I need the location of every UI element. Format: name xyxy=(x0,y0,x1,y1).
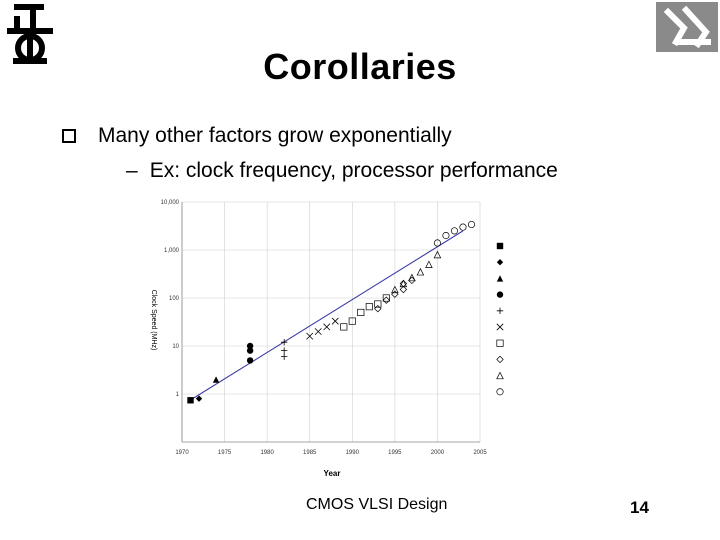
data-point xyxy=(382,294,390,302)
data-point xyxy=(374,300,382,308)
data-point xyxy=(246,347,254,354)
data-point xyxy=(416,267,425,276)
sub-bullet-dash: – xyxy=(126,159,138,182)
chart-ticks: 1970 1975 1980 1985 1990 1995 2000 2005 1 10 100 1,… xyxy=(161,200,488,456)
data-point xyxy=(408,273,416,282)
data-point xyxy=(187,397,194,404)
x-tick-label: 2005 xyxy=(473,450,487,456)
x-tick-label: 1970 xyxy=(175,450,189,456)
trend-line-group xyxy=(190,230,464,401)
data-point xyxy=(399,279,408,288)
data-point xyxy=(467,220,476,229)
sub-bullet-text: Ex: clock frequency, processor performan… xyxy=(149,159,558,182)
data-point xyxy=(280,347,288,354)
data-point xyxy=(348,317,356,325)
trend-line xyxy=(190,230,464,401)
slide-title: Corollaries xyxy=(263,46,457,87)
data-point xyxy=(340,323,348,331)
legend-marker xyxy=(496,259,504,266)
data-point xyxy=(391,285,399,294)
data-point xyxy=(246,357,254,364)
page-number: 14 xyxy=(630,498,649,517)
x-tick-label: 1975 xyxy=(218,450,232,456)
x-tick-label: 1980 xyxy=(260,450,274,456)
data-point xyxy=(195,395,203,402)
legend-marker xyxy=(496,388,504,396)
data-point xyxy=(433,250,442,259)
bullet-item: Many other factors grow exponentially xyxy=(62,124,452,148)
sub-bullet-item: – Ex: clock frequency, processor performa… xyxy=(126,159,558,183)
y-tick-label: 10,000 xyxy=(161,200,180,206)
data-point xyxy=(280,338,288,346)
data-point xyxy=(280,353,288,360)
data-point xyxy=(433,239,441,247)
data-point xyxy=(246,342,254,350)
legend-marker xyxy=(496,371,504,380)
data-point xyxy=(382,296,391,304)
legend-marker xyxy=(496,291,504,298)
data-point xyxy=(331,317,339,325)
x-tick-label: 1995 xyxy=(388,450,402,456)
legend-marker xyxy=(496,242,504,250)
legend-marker xyxy=(496,355,504,364)
data-point xyxy=(399,285,408,294)
data-point xyxy=(212,376,220,383)
data-point xyxy=(357,308,365,316)
data-point xyxy=(314,328,322,336)
y-tick-label: 100 xyxy=(169,296,180,302)
checkbox-bullet-icon xyxy=(62,129,76,143)
x-tick-label: 1990 xyxy=(346,450,360,456)
y-tick-label: 1 xyxy=(176,392,180,398)
data-point xyxy=(365,303,373,311)
technion-logo-icon xyxy=(7,4,53,64)
bullet-text: Many other factors grow exponentially xyxy=(98,124,452,147)
data-point xyxy=(391,290,399,298)
data-point xyxy=(399,279,408,288)
legend-marker xyxy=(496,307,504,314)
data-point xyxy=(323,323,331,331)
x-axis-label: Year xyxy=(324,469,341,478)
data-points-group xyxy=(187,220,476,404)
data-point xyxy=(450,227,459,235)
department-logo-icon xyxy=(656,2,718,52)
legend-marker xyxy=(496,275,504,282)
x-tick-label: 2000 xyxy=(431,450,445,456)
data-point xyxy=(306,332,314,340)
legend-marker xyxy=(496,339,504,347)
chart-legend: 400480088080808680286Intel386Intel486Pen… xyxy=(496,242,504,396)
chart-axes xyxy=(181,202,480,443)
data-point xyxy=(425,260,433,268)
footer-text: CMOS VLSI Design xyxy=(306,496,448,513)
clock-speed-chart: 1970 1975 1980 1985 1990 1995 2000 2005 1 10 100 1,… xyxy=(150,200,504,478)
y-tick-label: 10 xyxy=(172,344,179,350)
chart-grid xyxy=(181,201,481,442)
y-tick-label: 1,000 xyxy=(164,248,180,254)
data-point xyxy=(459,223,467,231)
y-axis-label: Clock Speed (MHz) xyxy=(150,290,157,351)
x-tick-label: 1985 xyxy=(303,450,317,456)
legend-marker xyxy=(496,323,504,331)
data-point xyxy=(442,232,450,240)
data-point xyxy=(374,304,382,313)
